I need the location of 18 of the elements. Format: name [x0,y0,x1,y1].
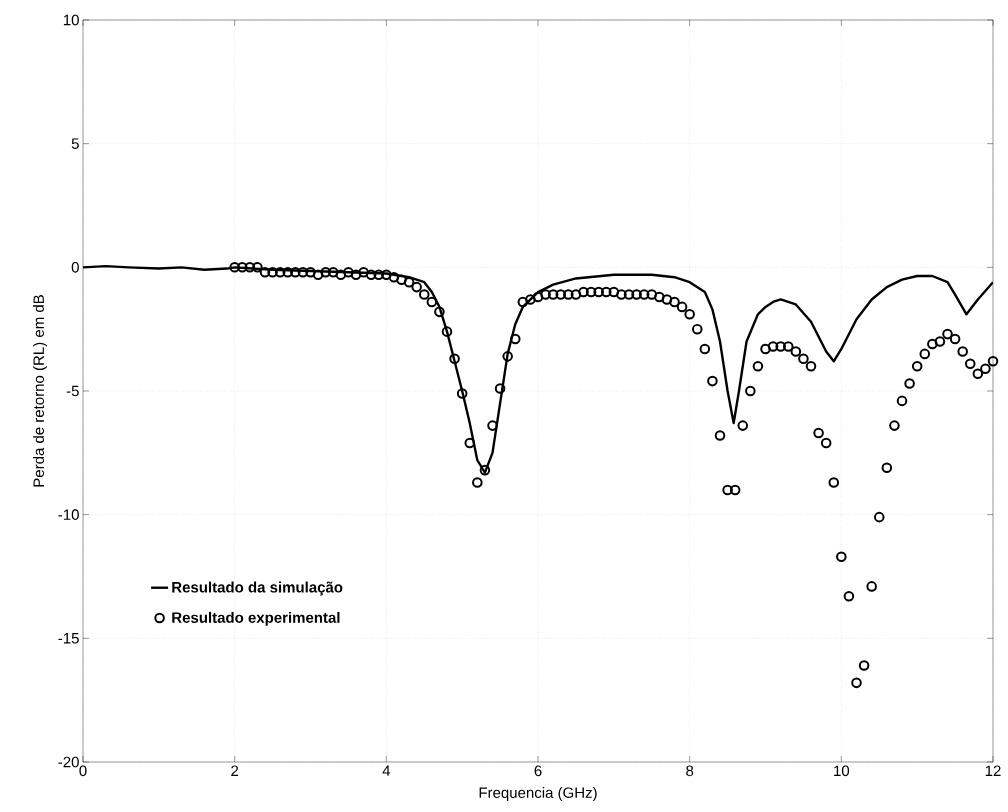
x-tick-label: 6 [534,765,542,777]
x-axis-title: Frequencia (GHz) [479,786,597,801]
x-tick-label: 8 [686,765,694,777]
y-tick-label: -5 [66,385,79,397]
y-tick-label: 5 [71,138,79,149]
legend-label: Resultado experimental [172,611,340,626]
x-tick-label: 4 [382,765,391,776]
x-tick-label: 10 [834,765,850,777]
x-tick-label: 0 [79,765,87,777]
x-tick-label: 12 [985,765,1001,776]
y-axis-title: Perda de retorno (RL) em dB [32,295,47,487]
y-tick-label: 0 [71,262,79,273]
y-tick-label: -20 [58,756,79,768]
y-tick-label: -10 [58,509,79,520]
x-tick-label: 2 [231,765,239,776]
y-tick-label: -15 [58,633,79,644]
y-tick-label: 10 [63,14,79,26]
legend-label: Resultado da simulação [172,581,343,596]
